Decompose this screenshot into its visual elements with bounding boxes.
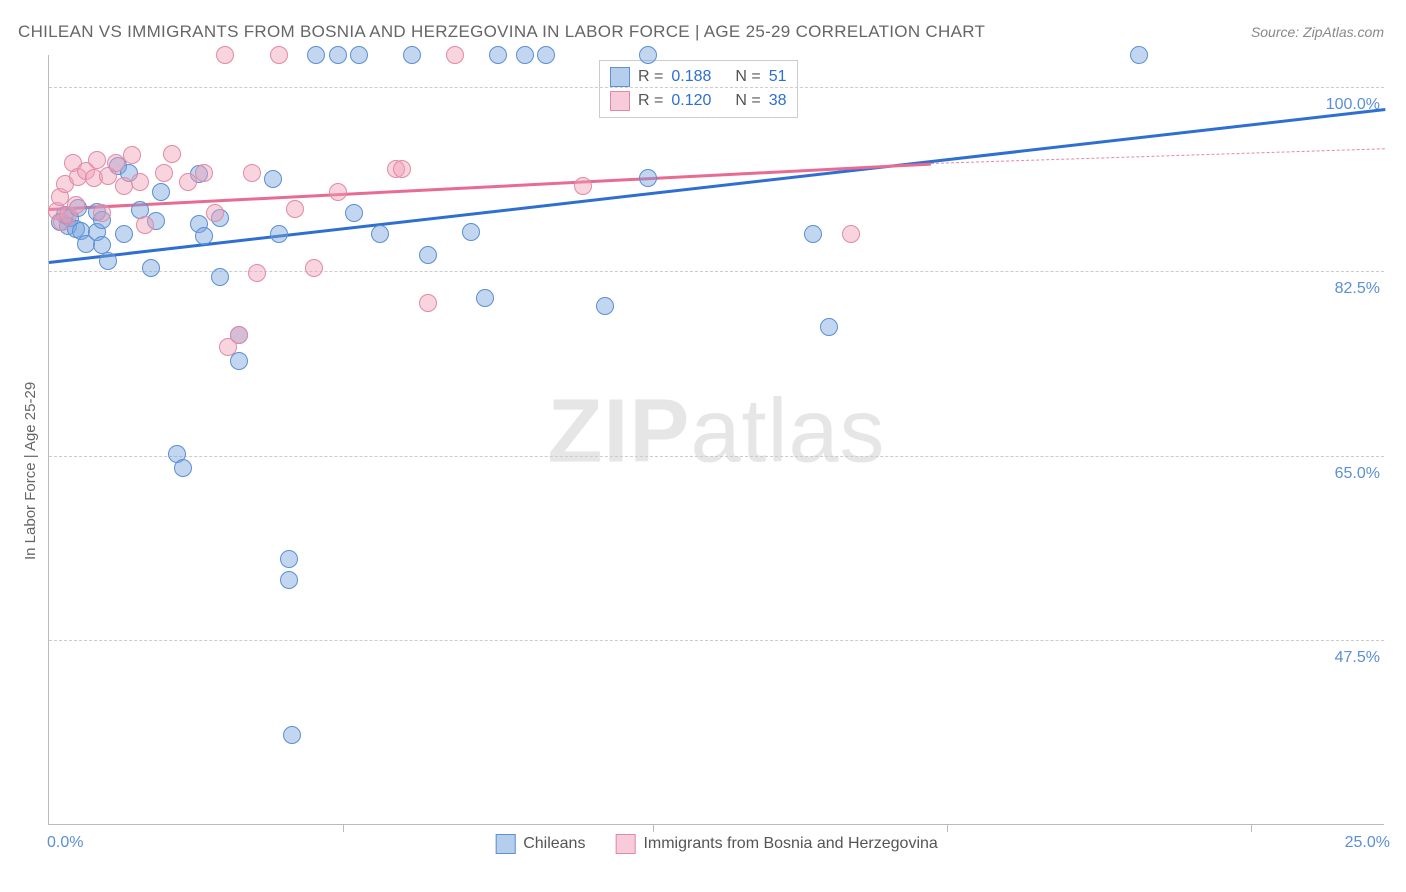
n-value: 38 (769, 92, 787, 110)
data-point-pink (88, 151, 106, 169)
data-point-blue (462, 223, 480, 241)
data-point-pink (195, 164, 213, 182)
data-point-pink (155, 164, 173, 182)
data-point-blue (1130, 46, 1148, 64)
x-axis-end-label: 25.0% (1345, 834, 1390, 852)
x-tick (343, 824, 344, 832)
y-tick-label: 65.0% (1335, 465, 1390, 483)
data-point-blue (115, 225, 133, 243)
data-point-blue (142, 259, 160, 277)
data-point-blue (264, 170, 282, 188)
gridline-h (49, 640, 1384, 641)
data-point-blue (152, 183, 170, 201)
data-point-pink (842, 225, 860, 243)
data-point-pink (393, 160, 411, 178)
data-point-blue (329, 46, 347, 64)
data-point-blue (211, 268, 229, 286)
trendline-blue (49, 108, 1385, 263)
r-label: R = (638, 92, 663, 110)
data-point-pink (243, 164, 261, 182)
data-point-blue (280, 550, 298, 568)
data-point-blue (283, 726, 301, 744)
data-point-blue (345, 204, 363, 222)
swatch-pink (610, 91, 630, 111)
data-point-blue (476, 289, 494, 307)
legend-row-pink: R = 0.120 N = 38 (610, 89, 787, 113)
data-point-pink (123, 146, 141, 164)
series-legend: Chileans Immigrants from Bosnia and Herz… (495, 834, 938, 854)
n-label: N = (735, 92, 760, 110)
data-point-blue (195, 227, 213, 245)
data-point-blue (371, 225, 389, 243)
correlation-legend: R = 0.188 N = 51 R = 0.120 N = 38 (599, 60, 798, 118)
legend-item-bosnia: Immigrants from Bosnia and Herzegovina (615, 834, 937, 854)
data-point-blue (804, 225, 822, 243)
source-label: Source: ZipAtlas.com (1251, 24, 1384, 40)
data-point-pink (206, 204, 224, 222)
data-point-pink (136, 216, 154, 234)
data-point-pink (248, 264, 266, 282)
data-point-pink (446, 46, 464, 64)
data-point-blue (820, 318, 838, 336)
data-point-blue (419, 246, 437, 264)
data-point-blue (99, 252, 117, 270)
watermark-atlas: atlas (690, 381, 885, 481)
data-point-blue (307, 46, 325, 64)
data-point-pink (93, 204, 111, 222)
swatch-blue (495, 834, 515, 854)
data-point-blue (489, 46, 507, 64)
scatter-chart: ZIPatlas R = 0.188 N = 51 R = 0.120 N = … (48, 55, 1384, 825)
data-point-blue (537, 46, 555, 64)
legend-label: Chileans (523, 835, 585, 853)
r-label: R = (638, 68, 663, 86)
data-point-pink (230, 326, 248, 344)
x-tick (1251, 824, 1252, 832)
data-point-pink (305, 259, 323, 277)
data-point-blue (270, 225, 288, 243)
y-tick-label: 47.5% (1335, 649, 1390, 667)
x-tick (947, 824, 948, 832)
chart-title: CHILEAN VS IMMIGRANTS FROM BOSNIA AND HE… (18, 22, 985, 42)
data-point-pink (216, 46, 234, 64)
data-point-blue (639, 46, 657, 64)
data-point-pink (270, 46, 288, 64)
x-axis-start-label: 0.0% (47, 834, 83, 852)
data-point-blue (639, 169, 657, 187)
y-axis-title: In Labor Force | Age 25-29 (22, 382, 39, 560)
data-point-pink (286, 200, 304, 218)
data-point-blue (596, 297, 614, 315)
data-point-blue (174, 459, 192, 477)
watermark: ZIPatlas (547, 380, 885, 483)
watermark-zip: ZIP (547, 381, 690, 481)
y-tick-label: 82.5% (1335, 280, 1390, 298)
n-label: N = (735, 68, 760, 86)
x-tick (653, 824, 654, 832)
trendline-pink-extrapolated (931, 148, 1385, 164)
legend-label: Immigrants from Bosnia and Herzegovina (643, 835, 937, 853)
data-point-pink (131, 173, 149, 191)
data-point-blue (516, 46, 534, 64)
data-point-pink (419, 294, 437, 312)
data-point-pink (329, 183, 347, 201)
legend-item-chileans: Chileans (495, 834, 585, 854)
swatch-pink (615, 834, 635, 854)
n-value: 51 (769, 68, 787, 86)
swatch-blue (610, 67, 630, 87)
data-point-blue (403, 46, 421, 64)
gridline-h (49, 87, 1384, 88)
data-point-pink (67, 196, 85, 214)
data-point-blue (280, 571, 298, 589)
data-point-pink (574, 177, 592, 195)
r-value: 0.188 (671, 68, 711, 86)
r-value: 0.120 (671, 92, 711, 110)
gridline-h (49, 456, 1384, 457)
data-point-blue (350, 46, 368, 64)
legend-row-blue: R = 0.188 N = 51 (610, 65, 787, 89)
data-point-pink (163, 145, 181, 163)
